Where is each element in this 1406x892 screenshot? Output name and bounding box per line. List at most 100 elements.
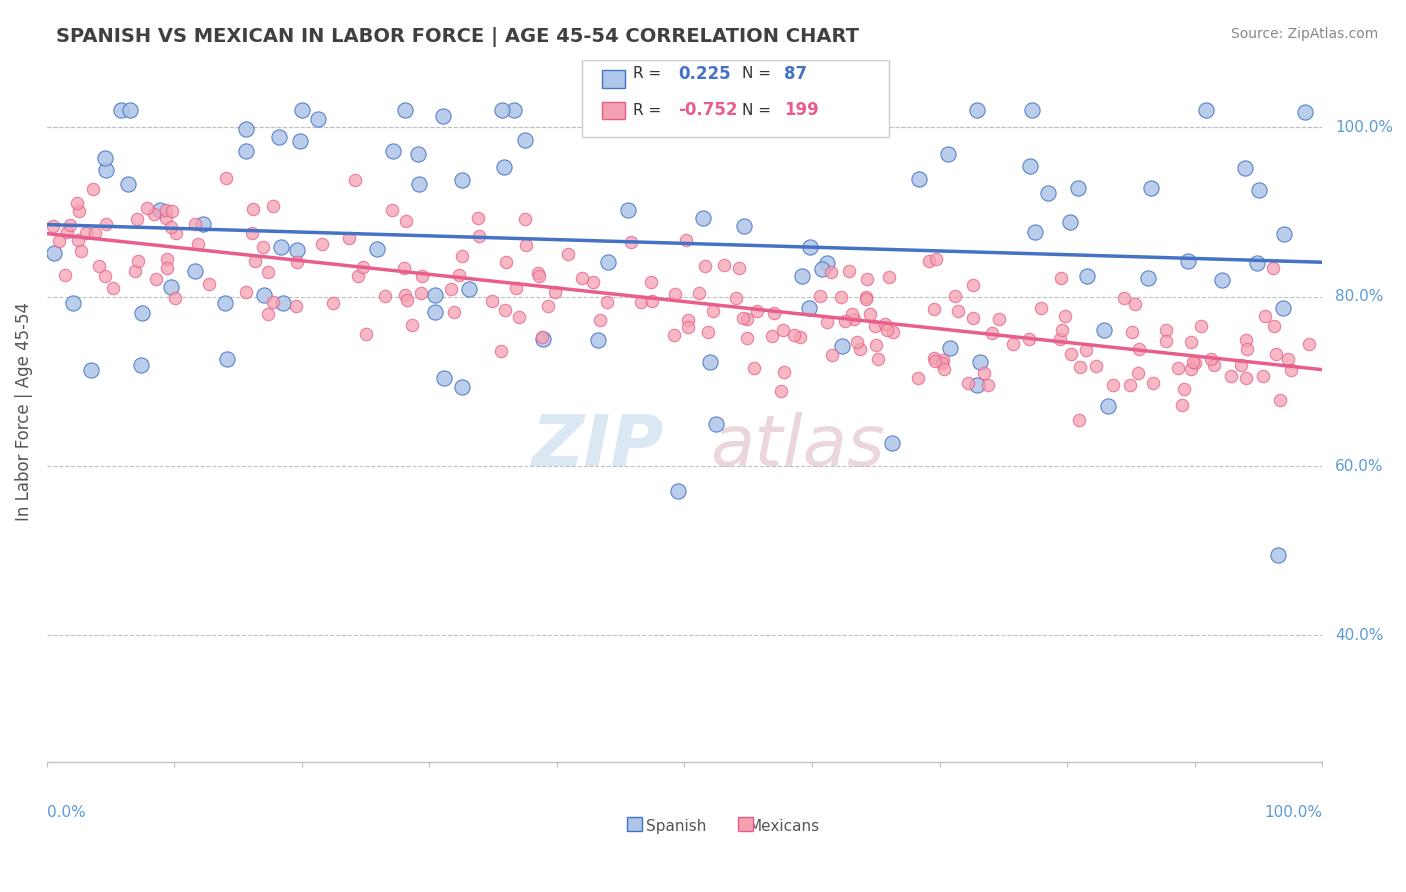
Point: [789, 329, 811, 343]
Point: [117, 177, 139, 191]
Text: 199: 199: [785, 101, 818, 120]
Text: R =: R =: [634, 103, 662, 118]
Point: [1277, 352, 1299, 367]
Point: [503, 103, 526, 118]
Point: [876, 323, 898, 337]
Point: [702, 304, 724, 318]
Point: [735, 312, 758, 326]
Point: [1142, 376, 1164, 390]
Point: [675, 234, 697, 248]
Point: [1181, 354, 1204, 368]
Point: [855, 292, 877, 306]
Point: [1097, 399, 1119, 413]
Point: [1050, 324, 1073, 338]
Point: [666, 483, 689, 498]
Text: SPANISH VS MEXICAN IN LABOR FORCE | AGE 45-54 CORRELATION CHART: SPANISH VS MEXICAN IN LABOR FORCE | AGE …: [56, 27, 859, 46]
Point: [598, 255, 620, 269]
Point: [1154, 323, 1177, 337]
Point: [728, 103, 751, 118]
Point: [868, 352, 890, 367]
Point: [1121, 325, 1143, 339]
Point: [1076, 269, 1098, 284]
Point: [1074, 343, 1097, 357]
Point: [1279, 363, 1302, 377]
Point: [815, 314, 838, 328]
Point: [1229, 358, 1251, 372]
Point: [411, 285, 433, 300]
Point: [1272, 301, 1295, 316]
Point: [262, 199, 284, 213]
Point: [214, 296, 236, 310]
Point: [934, 361, 956, 376]
Point: [1267, 549, 1289, 563]
Text: 80.0%: 80.0%: [1334, 289, 1384, 304]
Point: [969, 355, 991, 369]
Text: R =: R =: [634, 66, 662, 81]
Bar: [602, 70, 624, 87]
Point: [183, 264, 205, 278]
Point: [235, 285, 257, 299]
Point: [155, 211, 177, 225]
Point: [75, 227, 97, 241]
Point: [93, 151, 115, 165]
Point: [973, 366, 995, 380]
Point: [962, 277, 984, 292]
Point: [468, 229, 491, 244]
Point: [83, 226, 105, 240]
Point: [882, 325, 904, 339]
Point: [946, 304, 969, 318]
Point: [1177, 253, 1199, 268]
Point: [1049, 332, 1071, 346]
Point: [1036, 186, 1059, 200]
Point: [571, 271, 593, 285]
Point: [1202, 358, 1225, 372]
Point: [42, 246, 65, 260]
Point: [918, 254, 941, 268]
Point: [394, 103, 416, 118]
Point: [94, 162, 117, 177]
Point: [688, 286, 710, 301]
Point: [662, 327, 685, 342]
Point: [256, 265, 278, 279]
Point: [423, 305, 446, 319]
Point: [374, 289, 396, 303]
Point: [467, 211, 489, 225]
Point: [354, 327, 377, 342]
Point: [262, 294, 284, 309]
Point: [808, 289, 831, 303]
Point: [347, 268, 370, 283]
Text: 0.0%: 0.0%: [46, 805, 86, 820]
Point: [1173, 382, 1195, 396]
Text: atlas: atlas: [710, 412, 884, 481]
Point: [307, 112, 329, 127]
Point: [1067, 181, 1090, 195]
Point: [762, 306, 785, 320]
Text: 0.225: 0.225: [678, 64, 731, 83]
Point: [966, 103, 988, 118]
Point: [395, 214, 418, 228]
Point: [931, 353, 953, 368]
Point: [1084, 359, 1107, 373]
Text: Source: ZipAtlas.com: Source: ZipAtlas.com: [1230, 27, 1378, 41]
Point: [267, 130, 290, 145]
Point: [215, 352, 238, 367]
Point: [821, 348, 844, 362]
Point: [1253, 368, 1275, 383]
Point: [820, 264, 842, 278]
Point: [761, 329, 783, 343]
Point: [977, 377, 1000, 392]
Point: [924, 354, 946, 368]
Point: [184, 217, 207, 231]
Point: [848, 342, 870, 356]
Point: [285, 255, 308, 269]
Point: [544, 285, 567, 299]
Point: [481, 293, 503, 308]
Point: [394, 287, 416, 301]
Point: [450, 380, 472, 394]
Point: [240, 226, 263, 240]
Point: [165, 226, 187, 240]
Point: [381, 144, 404, 158]
Point: [1126, 366, 1149, 380]
Point: [529, 268, 551, 283]
Point: [527, 266, 550, 280]
